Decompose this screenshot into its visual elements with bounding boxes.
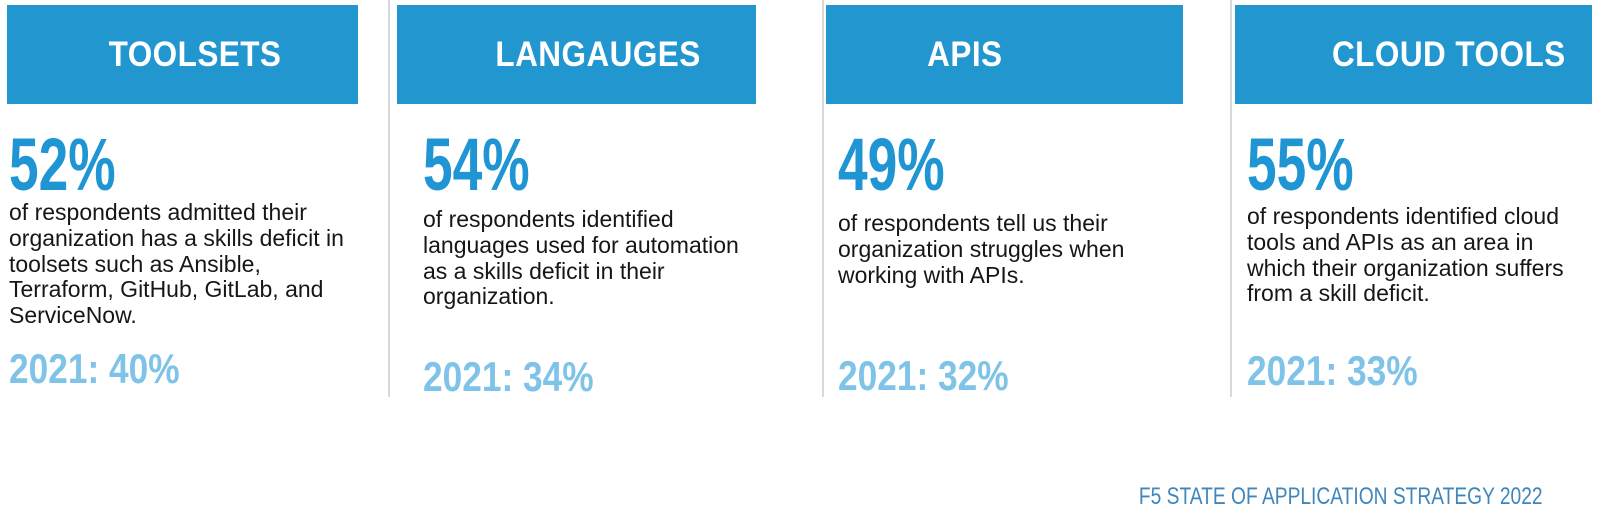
percent-value: 54% xyxy=(423,123,530,206)
percent-value: 55% xyxy=(1247,123,1354,206)
card-title: CLOUD TOOLS xyxy=(1331,34,1566,74)
card-title: TOOLSETS xyxy=(108,34,281,74)
column-divider xyxy=(822,0,824,397)
percent-description: of respondents tell us their organizatio… xyxy=(838,210,1125,288)
card-header: TOOLSETS xyxy=(7,5,358,104)
percent-description: of respondents admitted their organizati… xyxy=(9,199,344,329)
percent-description: of respondents identified cloud tools an… xyxy=(1247,203,1564,307)
card-header: CLOUD TOOLS xyxy=(1235,5,1592,104)
card-header: APIS xyxy=(826,5,1183,104)
card-title: APIS xyxy=(926,34,1003,74)
percent-description: of respondents identified languages used… xyxy=(423,206,739,310)
prior-year-value: 2021: 33% xyxy=(1247,347,1418,394)
source-attribution: F5 STATE OF APPLICATION STRATEGY 2022 xyxy=(1139,483,1543,510)
prior-year-value: 2021: 32% xyxy=(838,352,1009,399)
column-divider xyxy=(388,0,390,397)
card-header: LANGAUGES xyxy=(397,5,756,104)
percent-value: 49% xyxy=(838,123,945,206)
percent-value: 52% xyxy=(9,123,116,206)
stat-card: LANGAUGES 54% of respondents identified … xyxy=(397,0,756,420)
prior-year-value: 2021: 40% xyxy=(9,345,180,392)
stat-card: CLOUD TOOLS 55% of respondents identifie… xyxy=(1235,0,1592,420)
column-divider xyxy=(1230,0,1232,397)
stat-card: TOOLSETS 52% of respondents admitted the… xyxy=(7,0,358,420)
stat-card: APIS 49% of respondents tell us their or… xyxy=(826,0,1183,420)
card-title: LANGAUGES xyxy=(495,34,702,74)
prior-year-value: 2021: 34% xyxy=(423,353,594,400)
